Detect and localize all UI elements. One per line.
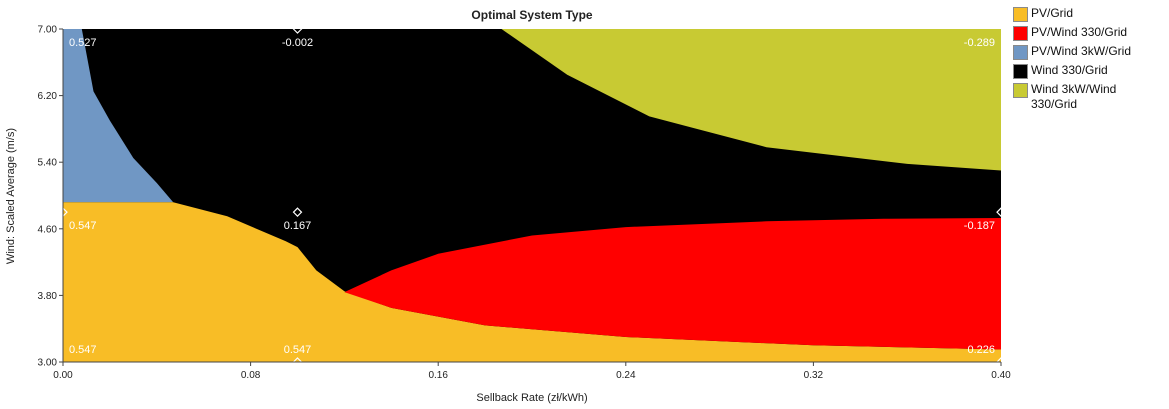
x-tick-label: 0.24 [616,370,636,381]
annotation-label: 0.547 [69,344,97,356]
legend-swatch [1013,64,1028,79]
legend-swatch [1013,26,1028,41]
legend-label: PV/Grid [1031,6,1074,20]
y-tick-label: 6.20 [38,91,58,102]
legend-swatch [1013,45,1028,60]
legend-label: PV/Wind 330/Grid [1031,25,1128,39]
legend-label: PV/Wind 3kW/Grid [1031,44,1132,58]
legend-swatch [1013,83,1028,98]
x-tick-label: 0.40 [991,370,1011,381]
annotation-marker [292,357,303,367]
legend-item-pv-wind-330-grid: PV/Wind 330/Grid [1013,25,1163,41]
annotation-label: 0.547 [284,344,312,356]
x-axis-label: Sellback Rate (zł/kWh) [476,392,587,404]
annotation-marker [292,207,303,217]
annotation-marker [996,207,1006,217]
x-tick-label: 0.16 [428,370,448,381]
y-tick-label: 7.00 [38,25,58,36]
x-tick-label: 0.08 [241,370,261,381]
annotation-label: -0.002 [282,37,313,49]
annotation-label: 0.226 [967,344,995,356]
legend: PV/Grid PV/Wind 330/Grid PV/Wind 3kW/Grid W… [1013,6,1163,115]
annotation-label: 0.167 [284,220,312,232]
y-tick-label: 4.60 [38,224,58,235]
x-tick-label: 0.00 [53,370,73,381]
annotation-label: -0.289 [964,37,995,49]
legend-swatch [1013,7,1028,22]
legend-label: Wind 330/Grid [1031,63,1108,77]
legend-item-pv-wind-3kw-grid: PV/Wind 3kW/Grid [1013,44,1163,60]
legend-item-pv-grid: PV/Grid [1013,6,1163,22]
legend-label: Wind 3kW/Wind 330/Grid [1031,82,1117,111]
chart-title: Optimal System Type [471,8,593,22]
x-tick-label: 0.32 [804,370,824,381]
plot-layer: 0.527 -0.002 -0.289 0.547 0.167 -0.187 0.547 0.… [58,24,1006,367]
region-pv-wind-3kw-grid [63,29,174,203]
legend-item-wind-3kw-wind-330-grid: Wind 3kW/Wind 330/Grid [1013,82,1163,112]
y-tick-label: 3.00 [38,358,58,369]
legend-item-wind-330-grid: Wind 330/Grid [1013,63,1163,79]
y-tick-label: 5.40 [38,158,58,169]
annotation-marker [292,24,303,34]
y-tick-label: 3.80 [38,291,58,302]
annotation-label: 0.547 [69,220,97,232]
region-pv-wind-330-grid [344,218,1001,350]
annotation-label: 0.527 [69,37,97,49]
axes-layer: 0.00 0.08 0.16 0.24 0.32 0.40 3.00 3.80 4.60 5.40… [38,25,1012,382]
y-axis-label: Wind: Scaled Average (m/s) [5,128,17,264]
region-wind-3kw-wind-330-grid [501,29,1001,171]
annotation-label: -0.187 [964,220,995,232]
region-pv-grid [63,202,1001,362]
